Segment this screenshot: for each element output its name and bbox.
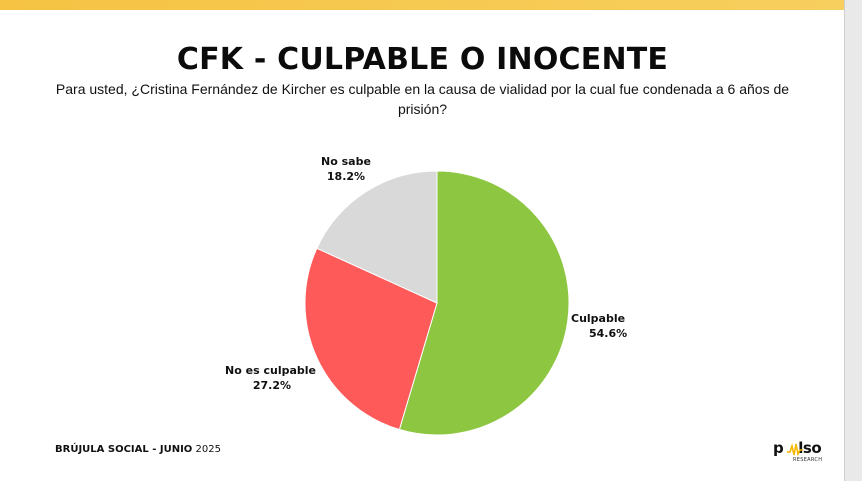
pulse-wave-icon [787,443,803,457]
logo-wordmark: p lso [773,439,822,457]
footer-brand: BRÚJULA SOCIAL - JUNIO [55,444,193,455]
slice-label-no-sabe: No sabe [321,155,371,168]
logo-subtitle: RESEARCH [793,457,823,463]
pie-slice-no-es-culpable [304,247,438,431]
slice-value-no-sabe: 18.2% [327,170,365,183]
pie-slice-no-sabe [316,170,438,304]
footer-source: BRÚJULA SOCIAL - JUNIO 2025 [55,444,221,455]
question-text: Para usted, ¿Cristina Fernández de Kirch… [55,81,790,117]
pie-slice-culpable [398,170,570,436]
slice-label-no-es-culpable: No es culpable [225,364,316,377]
window-edge [844,0,862,481]
slice-label-culpable: Culpable [571,312,625,325]
page-title: CFK - CULPABLE O INOCENTE [176,42,669,77]
footer-year: 2025 [195,444,221,455]
logo-word-end: lso [798,439,822,457]
slice-value-no-es-culpable: 27.2% [253,379,291,392]
pulso-logo: p lso RESEARCH [773,439,833,467]
slice-value-culpable: 54.6% [589,327,627,340]
logo-word-start: p [773,439,784,457]
accent-bar [0,0,845,10]
